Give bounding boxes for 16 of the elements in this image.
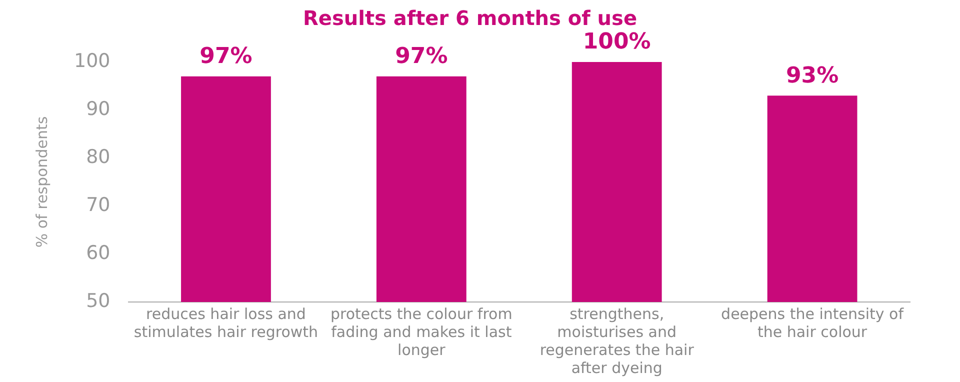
y-tick-label: 100 bbox=[74, 50, 110, 72]
x-tick-label: strengthens, moisturises and regenerates the hair after dyeing bbox=[540, 304, 695, 377]
data-label: 97% bbox=[200, 44, 252, 70]
x-tick-label: protects the colour from fading and makes it last longer bbox=[330, 304, 512, 359]
data-label: 97% bbox=[395, 44, 448, 70]
y-axis-title: % of respondents bbox=[32, 116, 51, 248]
y-tick-label: 50 bbox=[86, 290, 110, 312]
data-label: 93% bbox=[786, 63, 839, 88]
x-tick-label: deepens the intensity of the hair colour bbox=[721, 304, 904, 341]
y-tick-label: 60 bbox=[86, 242, 110, 264]
y-tick-label: 90 bbox=[86, 98, 110, 120]
y-tick-label: 80 bbox=[86, 146, 110, 168]
chart-title: Results after 6 months of use bbox=[302, 6, 638, 30]
x-tick-label: reduces hair loss and stimulates hair regrowth bbox=[134, 304, 318, 341]
data-label: 100% bbox=[582, 30, 651, 55]
y-tick-label: 70 bbox=[86, 194, 110, 216]
